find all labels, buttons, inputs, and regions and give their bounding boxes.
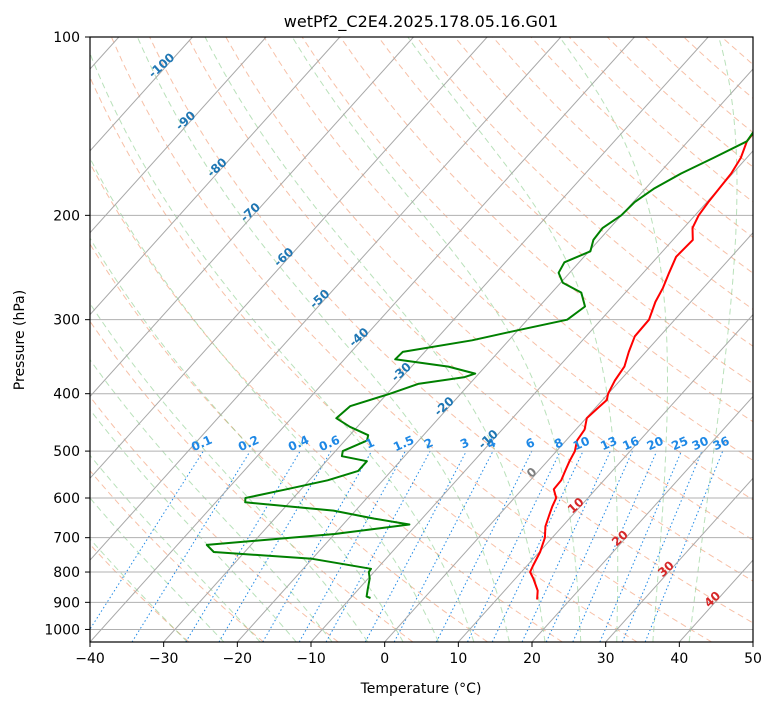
isotherm-line <box>457 313 753 642</box>
mixing-ratio-line <box>325 450 431 642</box>
dry-adiabat-line <box>110 37 712 642</box>
moist-adiabat-line <box>688 37 738 642</box>
isotherm-line <box>90 37 193 152</box>
isotherm-line <box>752 641 753 642</box>
mixing-ratio-label: 36 <box>711 434 732 454</box>
dry-adiabat-line <box>90 543 190 642</box>
moist-adiabat-line <box>407 37 619 642</box>
x-tick-label: 50 <box>744 651 762 667</box>
dry-adiabat-line <box>90 162 563 642</box>
mixing-ratio-line <box>621 450 703 642</box>
x-tick-label: −30 <box>149 651 179 667</box>
isotherm-line <box>90 37 635 642</box>
mixing-ratio-line <box>545 450 633 642</box>
moist-adiabat-line <box>90 358 333 642</box>
dry-adiabat-line <box>90 243 488 642</box>
y-tick-label: 800 <box>53 565 80 581</box>
mixing-ratio-label: 20 <box>645 434 666 454</box>
isotherm-line <box>310 150 753 642</box>
x-tick-label: −40 <box>75 651 105 667</box>
mixing-ratio-label: 10 <box>571 434 592 454</box>
isotherm-line <box>605 477 753 642</box>
isotherm-line <box>90 37 341 316</box>
x-tick-label: −10 <box>296 651 326 667</box>
dewpoint-profile-line <box>205 130 753 599</box>
mixing-ratio-line <box>521 450 611 642</box>
x-axis-ticks: −40 −30 −20 −10 0 10 20 30 40 50 <box>75 642 762 667</box>
chart-title: wetPf2_C2E4.2025.178.05.16.G01 <box>284 12 558 32</box>
moist-adiabat-line <box>90 302 369 642</box>
mixing-ratio-line <box>491 450 584 642</box>
y-tick-label: 200 <box>53 208 80 224</box>
moist-adiabat-line <box>90 408 297 642</box>
mixing-ratio-line <box>467 450 561 642</box>
y-tick-label: 100 <box>53 30 80 46</box>
x-tick-label: 20 <box>523 651 541 667</box>
isotherm-line <box>90 37 488 480</box>
y-tick-label: 600 <box>53 491 80 507</box>
isotherm-line <box>90 37 562 561</box>
isotherm-line <box>384 231 753 642</box>
moist-adiabat-line <box>90 52 475 642</box>
moist-adiabat-line <box>90 237 404 642</box>
mixing-ratio-label: 16 <box>620 434 641 454</box>
temperature-profile-line <box>529 132 753 600</box>
y-tick-label: 300 <box>53 313 80 329</box>
x-tick-label: 10 <box>449 651 467 667</box>
isotherm-line <box>90 37 414 398</box>
isotherm-line <box>236 68 753 642</box>
mixing-ratio-line <box>90 450 204 631</box>
mixing-ratio-label: 30 <box>690 434 711 454</box>
x-tick-label: 40 <box>670 651 688 667</box>
mixing-ratio-label: 25 <box>669 434 690 454</box>
y-tick-label: 500 <box>53 444 80 460</box>
dry-adiabat-line <box>90 469 264 642</box>
mixing-ratio-line <box>262 450 373 642</box>
x-tick-label: 30 <box>597 651 615 667</box>
background-lines <box>90 37 753 642</box>
dry-adiabat-line <box>90 395 339 642</box>
x-axis-label: Temperature (°C) <box>360 681 482 697</box>
moist-adiabat-line <box>90 157 439 642</box>
x-tick-label: −20 <box>223 651 253 667</box>
isotherm-line <box>531 395 753 642</box>
series-group <box>205 130 753 600</box>
moist-adiabat-line <box>204 37 546 642</box>
plot-background <box>90 37 753 642</box>
dry-adiabat-line <box>454 37 753 310</box>
plot-frame <box>89 36 754 643</box>
y-tick-label: 1000 <box>44 622 80 638</box>
moist-adiabat-line <box>136 37 510 642</box>
dry-adiabat-line <box>149 37 753 624</box>
mixing-ratio-line <box>131 450 251 642</box>
mixing-ratio-line <box>298 450 406 642</box>
x-tick-label: 0 <box>380 651 389 667</box>
moist-adiabat-line <box>291 37 582 642</box>
y-axis-ticks: 100 200 300 400 500 600 700 800 900 1000 <box>44 30 90 638</box>
mixing-ratio-line <box>572 450 658 642</box>
mixing-ratio-line <box>185 450 301 642</box>
y-tick-label: 400 <box>53 387 80 403</box>
dry-adiabat-line <box>416 37 753 347</box>
y-tick-label: 900 <box>53 595 80 611</box>
mixing-ratio-line <box>599 450 682 642</box>
moist-adiabat-line <box>90 454 261 642</box>
isotherm-line <box>90 37 267 234</box>
y-axis-label: Pressure (hPa) <box>12 290 28 390</box>
mixing-ratio-label: 13 <box>598 434 619 454</box>
y-tick-label: 700 <box>53 531 80 547</box>
moist-adiabat-line <box>559 37 668 642</box>
